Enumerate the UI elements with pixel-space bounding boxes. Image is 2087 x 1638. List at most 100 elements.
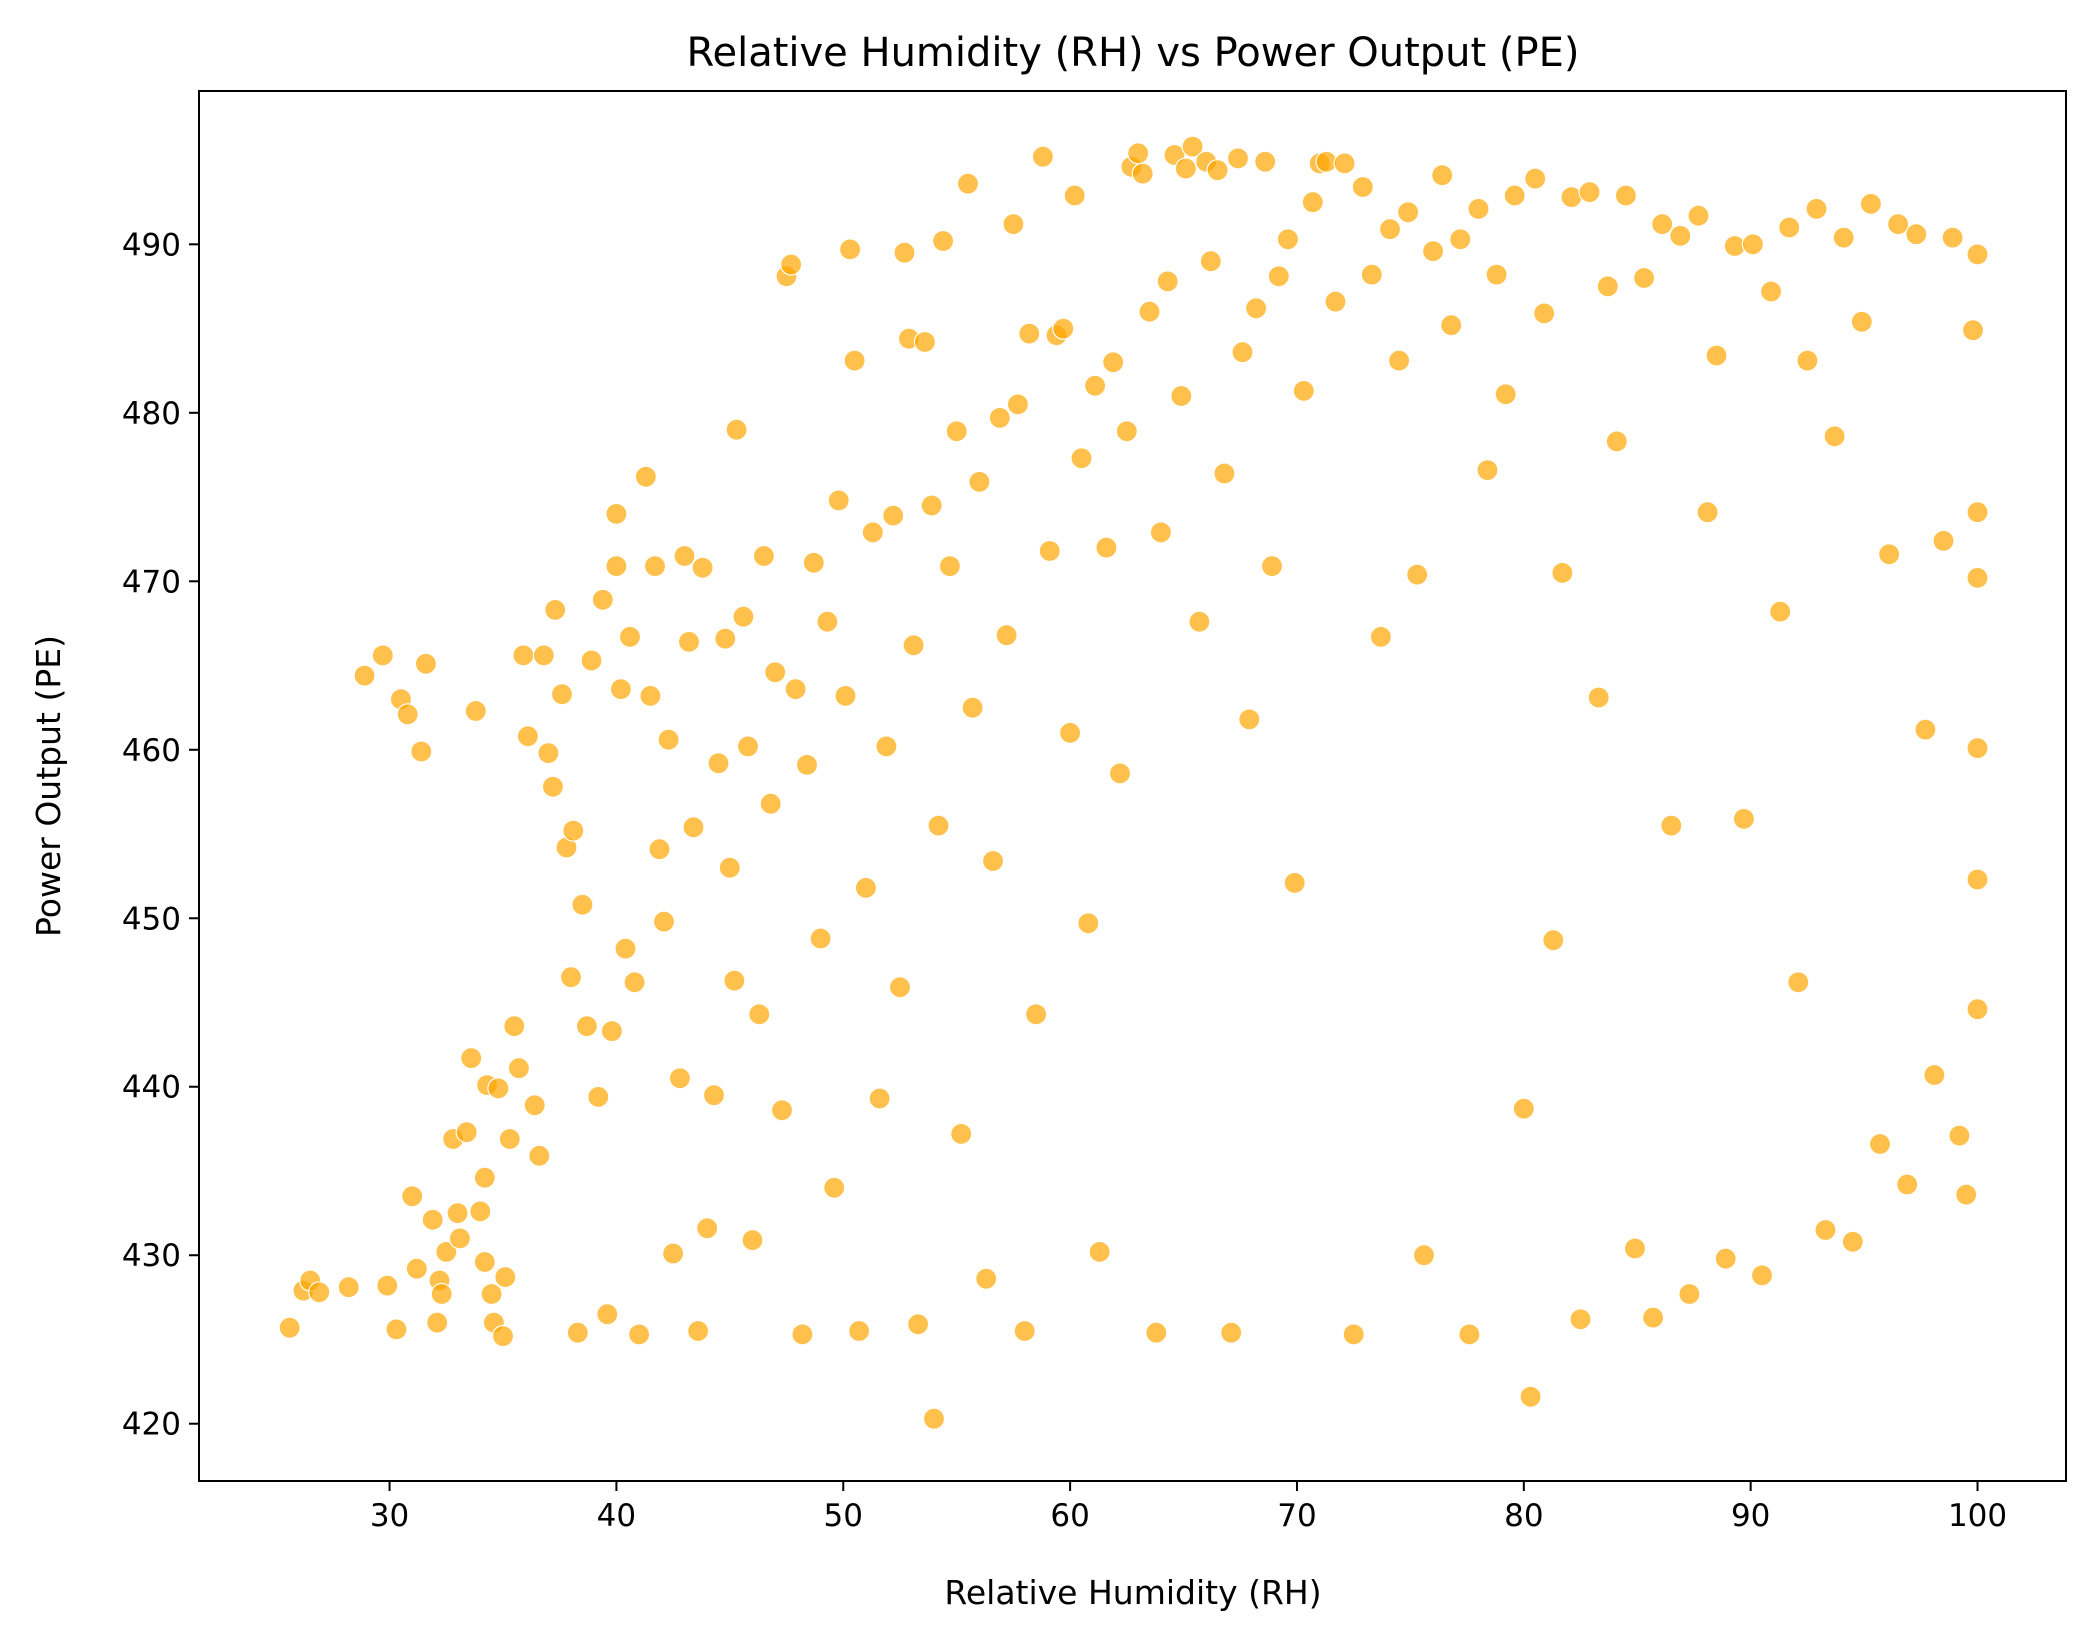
data-point bbox=[1705, 344, 1728, 367]
data-point bbox=[1095, 536, 1118, 559]
data-point bbox=[854, 876, 878, 900]
y-tick-label: 470 bbox=[122, 564, 181, 600]
data-point bbox=[1170, 384, 1193, 408]
data-point bbox=[882, 504, 905, 527]
data-point bbox=[605, 502, 628, 526]
data-point bbox=[1732, 807, 1756, 831]
data-point bbox=[906, 1313, 930, 1336]
y-tick-label: 420 bbox=[122, 1407, 181, 1443]
data-point bbox=[1524, 167, 1547, 190]
data-point bbox=[961, 696, 984, 719]
data-point bbox=[748, 1003, 771, 1026]
points-layer bbox=[278, 135, 1989, 1430]
data-point bbox=[1787, 971, 1810, 994]
data-point bbox=[696, 1217, 719, 1240]
data-point bbox=[956, 172, 980, 195]
data-point bbox=[1669, 224, 1692, 247]
data-point bbox=[609, 677, 633, 701]
data-point bbox=[1031, 145, 1055, 168]
data-point bbox=[1886, 213, 1910, 236]
data-point bbox=[1360, 263, 1383, 286]
data-point bbox=[1569, 1308, 1592, 1331]
x-axis-ticks: 30 40 50 60 70 80 90 100 bbox=[370, 1481, 2007, 1534]
data-point bbox=[861, 521, 884, 544]
data-point bbox=[550, 683, 574, 706]
data-point bbox=[473, 1250, 496, 1274]
data-point bbox=[816, 610, 839, 633]
data-point bbox=[1396, 201, 1420, 224]
data-point bbox=[575, 1014, 599, 1038]
data-point bbox=[1038, 539, 1061, 563]
data-point bbox=[523, 1094, 546, 1117]
data-point bbox=[487, 1077, 510, 1100]
data-point bbox=[759, 792, 782, 815]
data-point bbox=[1058, 721, 1082, 745]
data-point bbox=[494, 1265, 517, 1289]
data-point bbox=[1877, 543, 1901, 566]
data-point bbox=[1896, 1173, 1919, 1196]
data-point bbox=[455, 1121, 478, 1144]
data-point bbox=[498, 1127, 521, 1151]
data-point bbox=[938, 554, 962, 578]
data-point bbox=[1431, 164, 1454, 187]
data-point bbox=[995, 624, 1018, 647]
data-point bbox=[507, 1057, 531, 1080]
data-point bbox=[1814, 1218, 1837, 1242]
data-point bbox=[627, 1323, 651, 1346]
data-point bbox=[1796, 349, 1819, 372]
data-point bbox=[1115, 420, 1138, 443]
data-point bbox=[571, 893, 594, 916]
data-point bbox=[770, 1099, 794, 1122]
data-point bbox=[1088, 1240, 1111, 1264]
data-point bbox=[702, 1084, 726, 1107]
data-point bbox=[920, 494, 943, 517]
data-point bbox=[1542, 929, 1565, 952]
data-point bbox=[988, 406, 1011, 429]
data-point bbox=[1292, 379, 1315, 402]
data-point bbox=[1220, 1321, 1243, 1344]
y-axis-ticks: 420 430 440 450 460 470 480 490 bbox=[122, 227, 199, 1443]
data-point bbox=[614, 937, 637, 960]
data-point bbox=[741, 1228, 764, 1252]
data-point bbox=[591, 588, 614, 611]
data-point bbox=[723, 969, 746, 992]
data-point bbox=[868, 1087, 891, 1110]
data-point bbox=[1156, 270, 1179, 293]
data-point bbox=[1018, 322, 1041, 345]
data-point bbox=[1131, 162, 1154, 185]
data-point bbox=[682, 816, 705, 839]
x-tick-label: 30 bbox=[370, 1498, 409, 1534]
data-point bbox=[714, 627, 737, 650]
data-point bbox=[795, 753, 819, 777]
data-point bbox=[528, 1144, 551, 1167]
data-point bbox=[677, 630, 701, 654]
data-point bbox=[752, 544, 776, 568]
data-point bbox=[1188, 610, 1211, 633]
x-axis-label: Relative Humidity (RH) bbox=[944, 1573, 1321, 1612]
data-point bbox=[1551, 561, 1574, 585]
y-tick-label: 490 bbox=[122, 227, 181, 263]
data-point bbox=[1651, 213, 1674, 236]
data-point bbox=[1149, 521, 1173, 544]
data-point bbox=[834, 684, 857, 708]
y-tick-label: 440 bbox=[122, 1070, 181, 1106]
data-point bbox=[1206, 159, 1229, 182]
data-point bbox=[1301, 191, 1324, 214]
data-point bbox=[1181, 135, 1204, 158]
data-point bbox=[1941, 226, 1964, 249]
data-point bbox=[1578, 181, 1601, 204]
data-point bbox=[430, 1282, 453, 1306]
y-axis-label: Power Output (PE) bbox=[29, 635, 68, 937]
data-point bbox=[847, 1319, 871, 1343]
data-point bbox=[1378, 218, 1402, 241]
data-point bbox=[1052, 317, 1075, 340]
data-point bbox=[1108, 762, 1132, 785]
data-point bbox=[1741, 233, 1765, 256]
data-point bbox=[1342, 1323, 1365, 1346]
data-point bbox=[1174, 157, 1197, 180]
data-point bbox=[1623, 1237, 1647, 1260]
data-point bbox=[1267, 265, 1290, 288]
data-point bbox=[1850, 310, 1873, 333]
data-point bbox=[410, 740, 433, 763]
data-point bbox=[927, 814, 950, 837]
